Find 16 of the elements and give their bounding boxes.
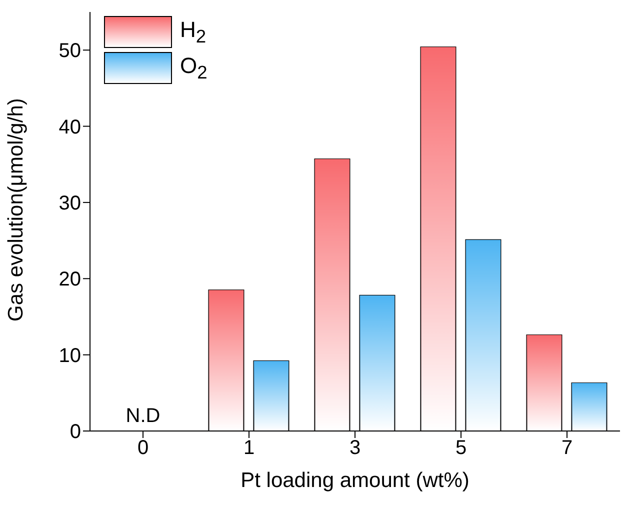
x-axis-title: Pt loading amount (wt%) xyxy=(240,469,470,492)
x-tick-label: 5 xyxy=(455,437,467,460)
y-axis-title: Gas evolution(μmol/g/h) xyxy=(4,98,28,322)
y-tick-label: 0 xyxy=(70,421,81,444)
y-tick-label: 20 xyxy=(58,268,81,291)
y-tick-label: 40 xyxy=(58,116,81,138)
y-tick-label: 10 xyxy=(58,344,81,367)
x-tick-label: 0 xyxy=(137,437,149,460)
legend-label: H$_{2}$ xyxy=(180,16,206,48)
y-tick-label: 30 xyxy=(58,192,81,215)
x-tick-label: 1 xyxy=(243,437,255,460)
x-tick-label: 7 xyxy=(561,437,573,460)
y-tick-label: 50 xyxy=(58,40,81,62)
legend-label: O$_{2}$ xyxy=(180,52,208,84)
annotation: N.D xyxy=(124,405,162,428)
x-tick-label: 3 xyxy=(349,437,361,460)
